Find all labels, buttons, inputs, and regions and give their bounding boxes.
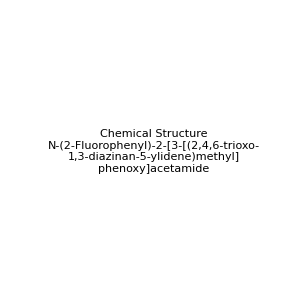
Text: Chemical Structure
N-(2-Fluorophenyl)-2-[3-[(2,4,6-trioxo-
1,3-diazinan-5-yliden: Chemical Structure N-(2-Fluorophenyl)-2-… xyxy=(48,129,260,174)
